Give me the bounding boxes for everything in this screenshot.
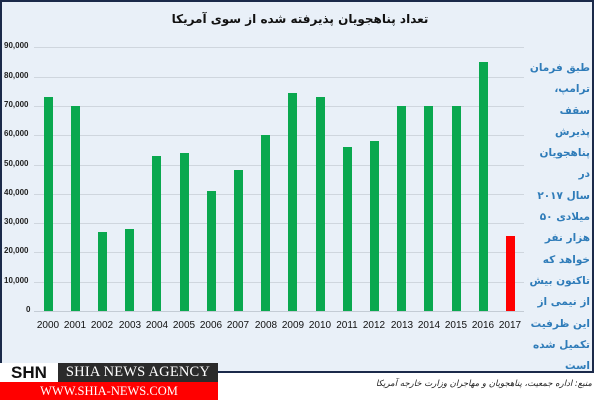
y-axis-tick-label: 80,000 xyxy=(4,71,29,80)
y-axis-tick-label: 10,000 xyxy=(4,276,29,285)
gridline xyxy=(34,223,524,224)
annotation-line: هزار نفر xyxy=(544,232,590,245)
bar-2002 xyxy=(98,232,107,311)
annotation-line: پذیرش xyxy=(555,125,590,138)
logo-url: WWW.SHIA-NEWS.COM xyxy=(0,382,218,400)
annotation-line: تاکنون بیش xyxy=(529,274,590,287)
gridline xyxy=(34,135,524,136)
annotation-line: ترامپ، سقف xyxy=(554,83,590,117)
x-axis-line xyxy=(34,311,524,312)
y-axis-tick-label: 40,000 xyxy=(4,188,29,197)
annotation-line: سال ۲۰۱۷ xyxy=(537,189,590,202)
annotation-note: طبق فرمان ترامپ، سقف پذیرش پناهجویان در سال … xyxy=(526,58,590,377)
bar-2007 xyxy=(234,170,243,311)
annotation-line: این ظرفیت xyxy=(530,317,590,330)
y-axis-tick-label: 0 xyxy=(26,305,31,314)
agency-logo: SHN SHIA NEWS AGENCY WWW.SHIA-NEWS.COM xyxy=(0,363,218,400)
x-axis-tick-label: 2006 xyxy=(199,320,223,331)
gridline xyxy=(34,282,524,283)
x-axis-tick-label: 2005 xyxy=(172,320,196,331)
x-axis-tick-label: 2002 xyxy=(90,320,114,331)
bar-2004 xyxy=(152,156,161,311)
bar-2006 xyxy=(207,191,216,311)
bar-2000 xyxy=(44,97,53,311)
bar-2017 xyxy=(506,236,515,311)
x-axis-tick-label: 2016 xyxy=(471,320,495,331)
x-axis-tick-label: 2000 xyxy=(36,320,60,331)
annotation-line: خواهد که xyxy=(542,253,590,266)
bar-2010 xyxy=(316,97,325,311)
bar-2001 xyxy=(71,106,80,311)
logo-short-name: SHN xyxy=(0,363,58,382)
gridline xyxy=(34,165,524,166)
x-axis-tick-label: 2009 xyxy=(281,320,305,331)
x-axis-tick-label: 2010 xyxy=(308,320,332,331)
x-axis-tick-label: 2011 xyxy=(336,320,358,331)
x-axis-tick-label: 2015 xyxy=(444,320,468,331)
x-axis-tick-label: 2017 xyxy=(498,320,522,331)
y-axis-tick-label: 30,000 xyxy=(4,217,29,226)
source-caption: منبع: اداره جمعیت، پناهجویان و مهاجران و… xyxy=(375,379,592,389)
x-axis-tick-label: 2014 xyxy=(417,320,441,331)
annotation-line: است xyxy=(564,360,590,373)
annotation-line: از نیمی از xyxy=(537,296,591,309)
bar-2014 xyxy=(424,106,433,311)
gridline xyxy=(34,106,524,107)
gridline xyxy=(34,252,524,253)
x-axis-tick-label: 2012 xyxy=(362,320,386,331)
x-axis-tick-label: 2004 xyxy=(145,320,169,331)
y-axis-tick-label: 50,000 xyxy=(4,159,29,168)
bar-2008 xyxy=(261,135,270,311)
x-axis-tick-label: 2003 xyxy=(118,320,142,331)
x-axis-tick-label: 2008 xyxy=(254,320,278,331)
annotation-line: طبق فرمان xyxy=(529,62,590,74)
bar-2005 xyxy=(180,153,189,311)
bar-2015 xyxy=(452,106,461,311)
bar-2009 xyxy=(288,93,297,311)
gridline xyxy=(34,194,524,195)
annotation-line: میلادی ۵۰ xyxy=(539,211,590,224)
y-axis-tick-label: 70,000 xyxy=(4,100,29,109)
logo-agency-name: SHIA NEWS AGENCY xyxy=(58,363,218,382)
chart-title: تعداد پناهجویان پذیرفته شده از سوی آمریک… xyxy=(171,12,429,26)
y-axis-tick-label: 20,000 xyxy=(4,246,29,255)
annotation-line: پناهجویان در xyxy=(539,147,590,181)
gridline xyxy=(34,77,524,78)
gridline xyxy=(34,47,524,48)
annotation-line: تکمیل شده xyxy=(533,338,590,351)
bar-2016 xyxy=(479,62,488,311)
y-axis-tick-label: 90,000 xyxy=(4,41,29,50)
x-axis-tick-label: 2007 xyxy=(226,320,250,331)
x-axis-tick-label: 2001 xyxy=(63,320,87,331)
y-axis-tick-label: 60,000 xyxy=(4,129,29,138)
bar-2011 xyxy=(343,147,352,311)
x-axis-tick-label: 2013 xyxy=(390,320,414,331)
bar-2013 xyxy=(397,106,406,311)
bar-2012 xyxy=(370,141,379,311)
bar-2003 xyxy=(125,229,134,311)
